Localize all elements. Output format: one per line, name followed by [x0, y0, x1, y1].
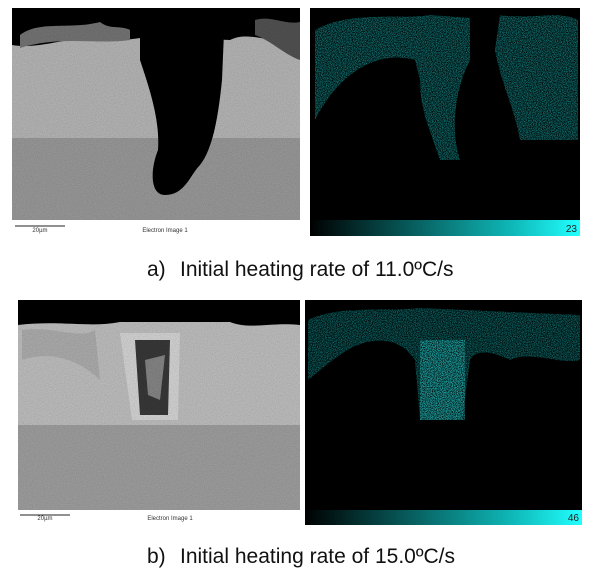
panel-label: b)	[147, 545, 166, 568]
sem-image-b	[18, 300, 300, 510]
eds-signal	[420, 340, 465, 420]
image-label: Electron Image 1	[147, 516, 193, 522]
scale-label: 20µm	[32, 228, 47, 234]
figure: 20µm Electron Image 1 23 a) Initial heat…	[0, 0, 594, 574]
panel-caption: Initial heating rate of 15.0ºC/s	[180, 545, 455, 568]
panel-label: a)	[147, 258, 166, 281]
image-label: Electron Image 1	[142, 228, 188, 234]
colorbar	[310, 220, 580, 236]
panel-caption: Initial heating rate of 11.0ºC/s	[180, 258, 453, 281]
colorbar	[305, 510, 582, 525]
scale-label: 20µm	[37, 516, 52, 522]
sem-image-a	[12, 8, 300, 220]
colorbar-max: 23	[566, 224, 578, 235]
colorbar-max: 46	[568, 513, 580, 524]
